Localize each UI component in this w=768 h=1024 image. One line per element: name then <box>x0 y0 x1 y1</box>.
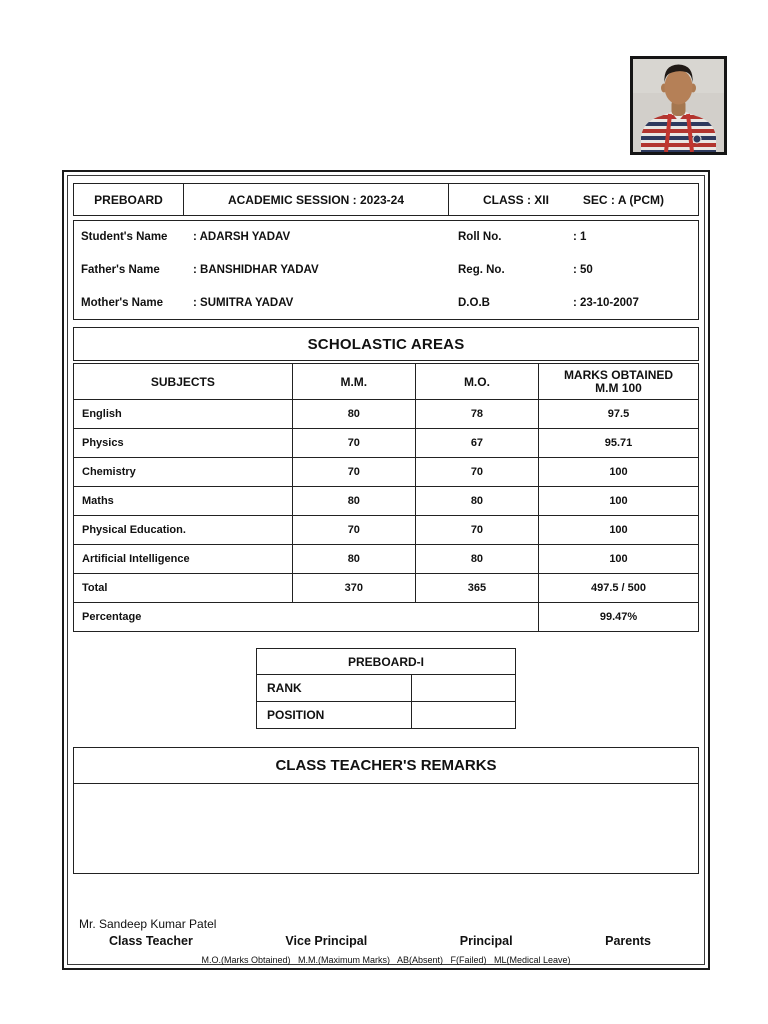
total-marks-cell: 497.5 / 500 <box>538 573 699 603</box>
col-marks-line1: MARKS OBTAINED <box>563 367 674 382</box>
student-photo <box>630 56 727 155</box>
table-row-maths: Maths 80 80 100 <box>73 486 699 516</box>
position-row: POSITION <box>255 701 516 729</box>
preboard-rank-box: PREBOARD-I RANK POSITION <box>255 648 516 729</box>
subject-cell: English <box>73 399 293 429</box>
mm-cell: 70 <box>291 428 416 458</box>
student-info-row: Student's Name : ADARSH YADAV Roll No. :… <box>81 230 698 244</box>
mm-cell: 70 <box>291 457 416 487</box>
col-marks-obtained: MARKS OBTAINED M.M 100 <box>538 363 699 400</box>
class-label: CLASS : XII <box>482 192 549 207</box>
signature-vice-principal: Vice Principal <box>285 934 368 948</box>
col-mm: M.M. <box>291 363 416 400</box>
col-marks-line2: M.M 100 <box>595 380 642 395</box>
preboard-title-row: PREBOARD-I <box>256 648 516 675</box>
col-mo: M.O. <box>414 363 540 400</box>
class-section-cell: CLASS : XII SEC : A (PCM) <box>448 183 699 216</box>
table-row-artificial-intelligence: Artificial Intelligence 80 80 100 <box>73 544 699 574</box>
mo-cell: 70 <box>414 457 540 487</box>
subject-cell: Artificial Intelligence <box>73 544 293 574</box>
table-row-english: English 80 78 97.5 <box>73 399 699 429</box>
student-name-value: : ADARSH YADAV <box>193 231 291 243</box>
marks-cell: 100 <box>538 544 699 574</box>
abbreviations-legend: M.O.(Marks Obtained) M.M.(Maximum Marks)… <box>201 955 571 965</box>
mm-cell: 80 <box>291 544 416 574</box>
table-row-chemistry: Chemistry 70 70 100 <box>73 457 699 487</box>
preboard-title: PREBOARD-I <box>256 648 516 675</box>
dob-value: : 23-10-2007 <box>573 297 639 309</box>
subject-cell: Chemistry <box>73 457 293 487</box>
signature-row: Class Teacher Vice Principal Principal P… <box>73 934 699 948</box>
mo-cell: 67 <box>414 428 540 458</box>
table-row-percentage: Percentage 99.47% <box>73 602 699 632</box>
mo-cell: 70 <box>414 515 540 545</box>
mm-cell: 70 <box>291 515 416 545</box>
position-label: POSITION <box>255 701 413 729</box>
total-label-cell: Total <box>73 573 293 603</box>
subject-cell: Physics <box>73 428 293 458</box>
percentage-value-cell: 99.47% <box>538 602 699 632</box>
class-teacher-remarks-title: CLASS TEACHER'S REMARKS <box>73 747 699 784</box>
percentage-label-cell: Percentage <box>73 602 539 632</box>
mother-name-value: : SUMITRA YADAV <box>193 297 294 309</box>
section-label: SEC : A (PCM) <box>582 192 665 207</box>
class-teacher-remarks-body <box>73 784 699 874</box>
academic-session-cell: ACADEMIC SESSION : 2023-24 <box>183 183 449 216</box>
marks-cell: 100 <box>538 515 699 545</box>
signature-class-teacher: Class Teacher <box>109 934 193 948</box>
rank-label: RANK <box>255 674 413 702</box>
marks-cell: 100 <box>538 486 699 516</box>
mm-cell: 80 <box>291 399 416 429</box>
marks-cell: 100 <box>538 457 699 487</box>
mother-name-label: Mother's Name <box>81 297 163 309</box>
reg-no-value: : 50 <box>573 264 593 276</box>
class-teacher-name: Mr. Sandeep Kumar Patel <box>79 917 217 931</box>
document-inner-border: PREBOARD ACADEMIC SESSION : 2023-24 CLAS… <box>67 175 705 965</box>
father-name-value: : BANSHIDHAR YADAV <box>193 264 319 276</box>
student-info-row: Father's Name : BANSHIDHAR YADAV Reg. No… <box>81 263 698 277</box>
rank-value <box>411 674 516 702</box>
dob-label: D.O.B <box>458 297 490 309</box>
table-row-physics: Physics 70 67 95.71 <box>73 428 699 458</box>
student-name-label: Student's Name <box>81 231 168 243</box>
signature-parents: Parents <box>605 934 651 948</box>
exam-name-cell: PREBOARD <box>73 183 184 216</box>
student-photo-graphic <box>633 59 724 152</box>
marks-table-header-row: SUBJECTS M.M. M.O. MARKS OBTAINED M.M 10… <box>73 363 699 400</box>
mo-cell: 80 <box>414 486 540 516</box>
col-subjects: SUBJECTS <box>73 363 293 400</box>
marks-cell: 95.71 <box>538 428 699 458</box>
roll-no-label: Roll No. <box>458 231 502 243</box>
roll-no-value: : 1 <box>573 231 587 243</box>
subject-cell: Maths <box>73 486 293 516</box>
total-mm-cell: 370 <box>291 573 416 603</box>
signature-principal: Principal <box>459 934 513 948</box>
header-strip: PREBOARD ACADEMIC SESSION : 2023-24 CLAS… <box>73 183 699 216</box>
mm-cell: 80 <box>291 486 416 516</box>
mo-cell: 78 <box>414 399 540 429</box>
table-row-physical-education: Physical Education. 70 70 100 <box>73 515 699 545</box>
reg-no-label: Reg. No. <box>458 264 505 276</box>
rank-row: RANK <box>255 674 516 702</box>
subject-cell: Physical Education. <box>73 515 293 545</box>
table-row-total: Total 370 365 497.5 / 500 <box>73 573 699 603</box>
scholastic-areas-title: SCHOLASTIC AREAS <box>73 327 699 361</box>
mo-cell: 80 <box>414 544 540 574</box>
marks-table: SUBJECTS M.M. M.O. MARKS OBTAINED M.M 10… <box>73 363 699 632</box>
preboard-box-wrapper: PREBOARD-I RANK POSITION <box>73 648 699 729</box>
student-info-box: Student's Name : ADARSH YADAV Roll No. :… <box>73 220 699 320</box>
report-card-document: PREBOARD ACADEMIC SESSION : 2023-24 CLAS… <box>62 170 710 970</box>
father-name-label: Father's Name <box>81 264 160 276</box>
total-mo-cell: 365 <box>414 573 540 603</box>
student-info-row: Mother's Name : SUMITRA YADAV D.O.B : 23… <box>81 296 698 310</box>
marks-cell: 97.5 <box>538 399 699 429</box>
position-value <box>411 701 516 729</box>
